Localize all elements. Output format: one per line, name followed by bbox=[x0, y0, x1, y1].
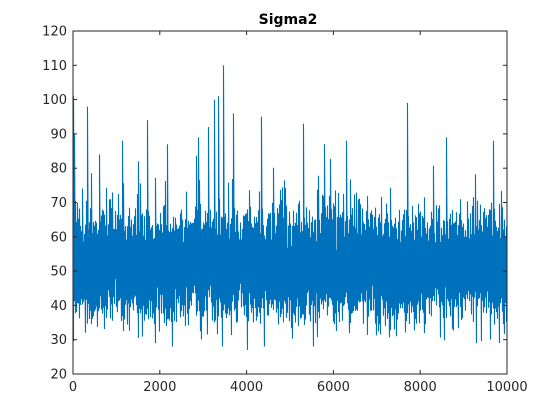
x-tick-label: 6000 bbox=[317, 380, 350, 395]
y-tick-label: 120 bbox=[42, 25, 67, 40]
y-tick-label: 40 bbox=[50, 299, 67, 314]
y-tick-label: 20 bbox=[50, 368, 67, 383]
y-tick-label: 50 bbox=[50, 265, 67, 280]
chart-title: Sigma2 bbox=[259, 12, 318, 28]
y-tick-label: 80 bbox=[50, 162, 67, 177]
x-tick-label: 2000 bbox=[143, 380, 176, 395]
y-tick-label: 110 bbox=[42, 59, 67, 74]
y-axis: 20 30 40 50 60 70 80 90 100 110 120 bbox=[42, 25, 507, 383]
y-tick-label: 60 bbox=[50, 230, 67, 245]
series-layer bbox=[73, 65, 507, 350]
y-tick-label: 100 bbox=[42, 93, 67, 108]
x-tick-label: 0 bbox=[69, 380, 77, 395]
y-tick-label: 30 bbox=[50, 333, 67, 348]
series-line-sigma2 bbox=[73, 65, 507, 350]
x-axis: 0 2000 4000 6000 8000 10000 bbox=[69, 31, 528, 395]
x-tick-label: 4000 bbox=[230, 380, 263, 395]
y-tick-label: 70 bbox=[50, 196, 67, 211]
x-tick-label: 8000 bbox=[404, 380, 437, 395]
x-tick-label: 10000 bbox=[486, 380, 527, 395]
y-tick-label: 90 bbox=[50, 127, 67, 142]
